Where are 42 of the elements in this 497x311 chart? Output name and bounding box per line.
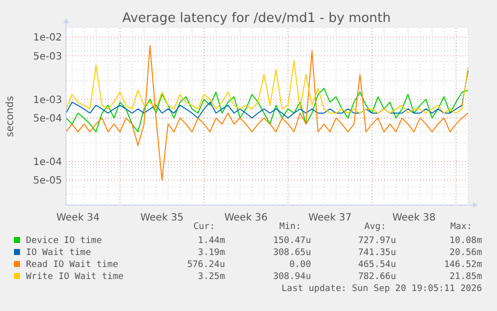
line-series bbox=[66, 60, 468, 114]
text: Cur: bbox=[193, 222, 215, 232]
text: 727.97u bbox=[358, 236, 396, 246]
text: Last update: Sun Sep 20 19:05:11 2026 bbox=[282, 284, 482, 294]
x-tick-label: Week 34 bbox=[56, 212, 100, 224]
legend-label: IO Wait time bbox=[26, 248, 92, 258]
text: 576.24u bbox=[187, 260, 225, 270]
y-axis-title: seconds bbox=[5, 96, 16, 137]
y-tick-label: 1e-03 bbox=[33, 94, 62, 106]
x-tick-label: Week 38 bbox=[392, 212, 436, 224]
text: 782.66u bbox=[358, 272, 396, 282]
line-series bbox=[66, 88, 468, 132]
text: 0.00 bbox=[289, 260, 311, 270]
text: 20.56m bbox=[449, 248, 482, 258]
x-tick-label: Week 36 bbox=[224, 212, 268, 224]
text: 1.44m bbox=[198, 236, 225, 246]
x-tick-label: Week 35 bbox=[140, 212, 184, 224]
y-tick-label: 5e-03 bbox=[33, 51, 62, 62]
text: 741.35u bbox=[358, 248, 396, 258]
text: 3.25m bbox=[198, 272, 225, 282]
y-tick-label: 5e-05 bbox=[33, 176, 62, 187]
y-tick-label: 1e-04 bbox=[33, 157, 62, 168]
y-tick-label: 5e-04 bbox=[33, 114, 62, 125]
text: 308.65u bbox=[273, 248, 311, 258]
text: 10.08m bbox=[449, 236, 482, 246]
x-tick-label: Week 37 bbox=[308, 212, 352, 224]
legend-label: Write IO Wait time bbox=[26, 272, 124, 282]
text: Min: bbox=[279, 222, 301, 232]
legend-label: Read IO Wait time bbox=[26, 260, 118, 270]
text: 21.85m bbox=[449, 272, 482, 282]
chart-title: Average latency for /dev/md1 - by month bbox=[122, 11, 391, 26]
line-series bbox=[66, 45, 468, 181]
line-series bbox=[66, 70, 468, 119]
text: Avg: bbox=[364, 222, 386, 232]
text: Max: bbox=[450, 222, 472, 232]
text: 146.52m bbox=[444, 260, 482, 270]
y-tick-label: 1e-02 bbox=[33, 32, 62, 44]
text: 465.54u bbox=[358, 260, 396, 270]
text: 150.47u bbox=[273, 236, 311, 246]
legend-label: Device IO time bbox=[26, 236, 102, 246]
text: 3.19m bbox=[198, 248, 225, 258]
text: 308.94u bbox=[273, 272, 311, 282]
